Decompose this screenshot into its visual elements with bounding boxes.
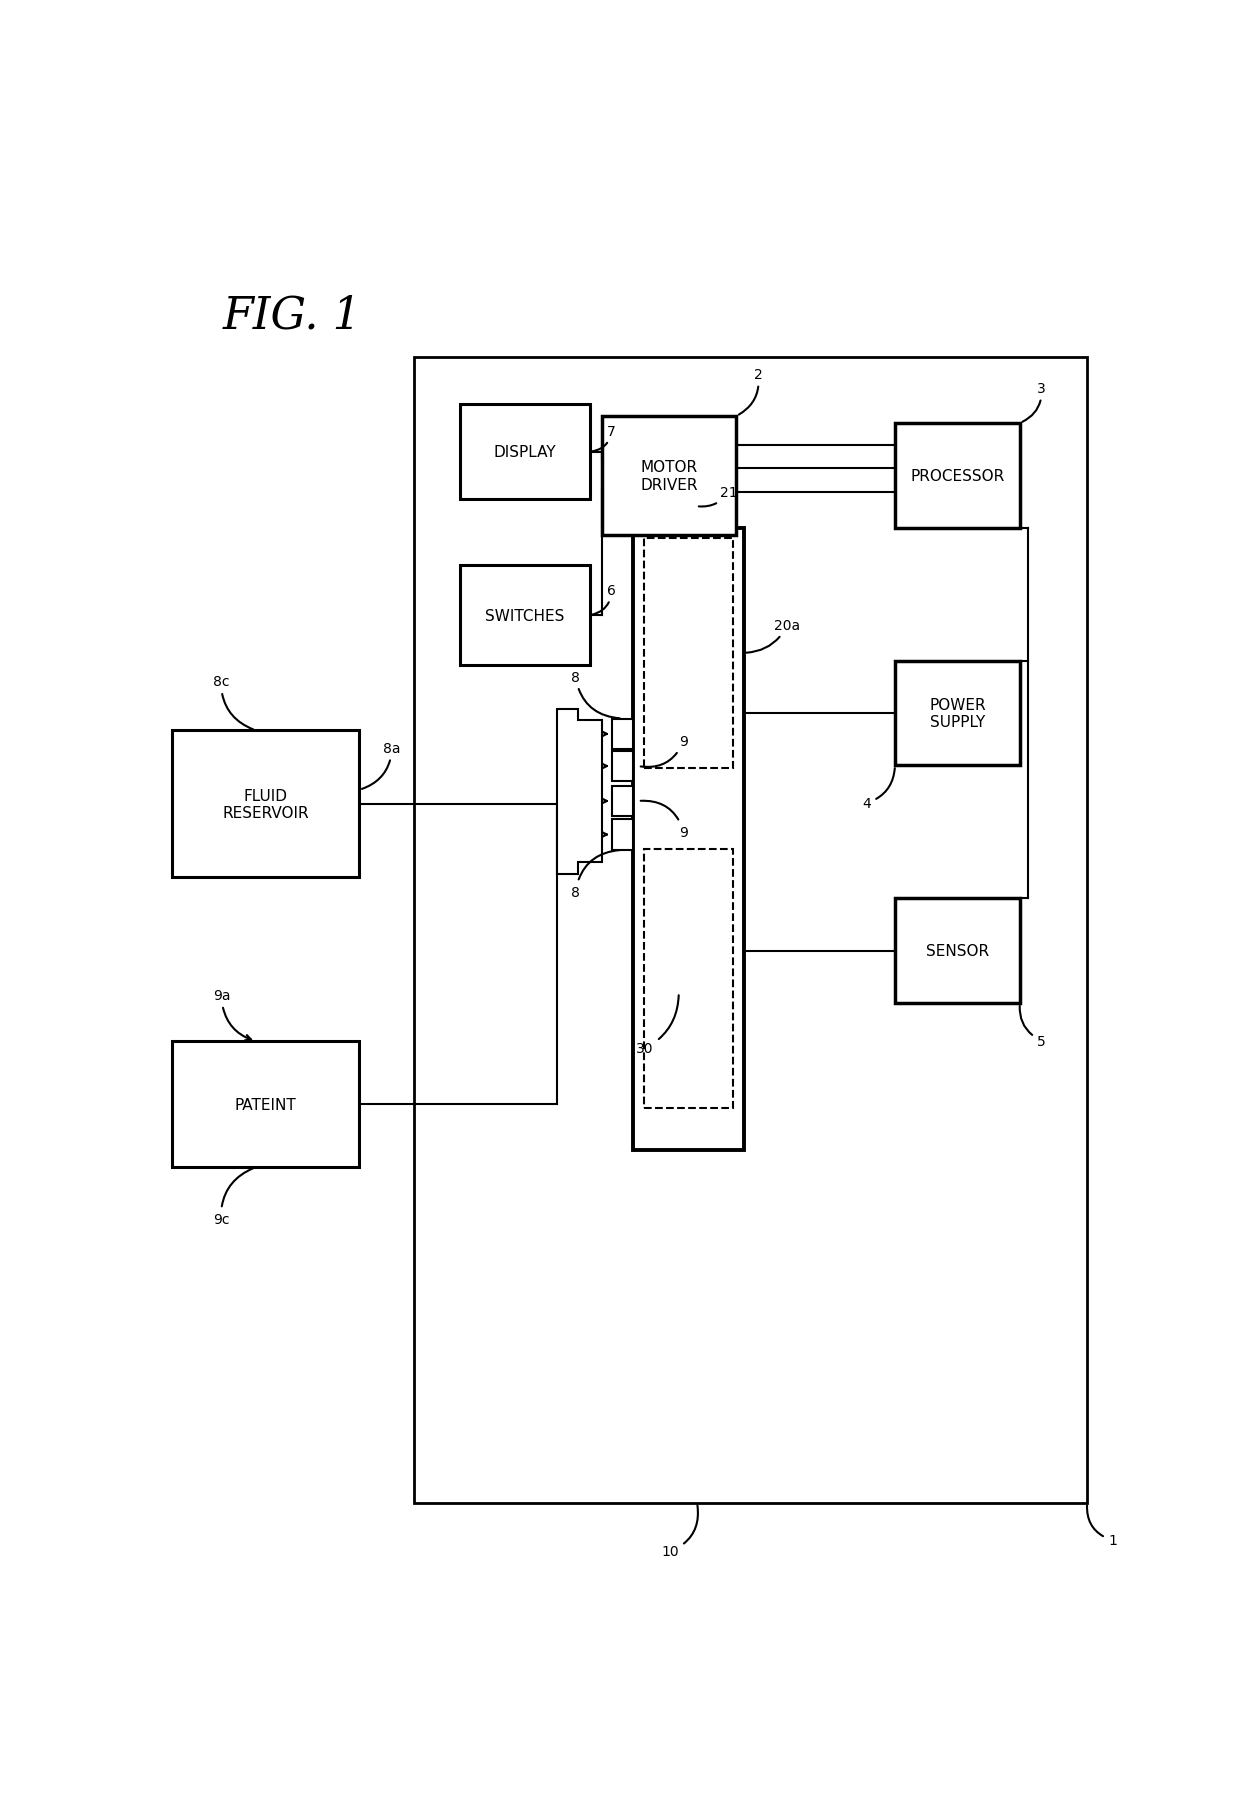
Text: 6: 6 xyxy=(593,584,616,615)
Text: SWITCHES: SWITCHES xyxy=(485,608,564,624)
Bar xyxy=(414,357,1087,1502)
Bar xyxy=(895,898,1021,1003)
Text: 9: 9 xyxy=(641,802,688,840)
Bar xyxy=(613,718,634,749)
Bar xyxy=(172,1041,360,1168)
Bar xyxy=(644,539,733,769)
Text: DISPLAY: DISPLAY xyxy=(494,444,557,459)
Bar xyxy=(613,785,634,816)
Bar xyxy=(601,417,737,535)
Text: 8: 8 xyxy=(570,851,620,900)
Text: 8a: 8a xyxy=(362,742,401,789)
Bar xyxy=(460,405,590,501)
Text: 5: 5 xyxy=(1019,1007,1047,1048)
Bar xyxy=(895,660,1021,766)
Text: 7: 7 xyxy=(593,424,616,452)
Text: 4: 4 xyxy=(862,769,895,811)
Bar xyxy=(895,424,1021,528)
Bar xyxy=(172,731,360,878)
Text: MOTOR
DRIVER: MOTOR DRIVER xyxy=(640,461,698,492)
Text: 2: 2 xyxy=(739,368,763,415)
Text: PATEINT: PATEINT xyxy=(234,1097,296,1112)
Text: FIG. 1: FIG. 1 xyxy=(222,294,361,337)
Bar xyxy=(613,820,634,851)
Text: 10: 10 xyxy=(661,1506,698,1558)
Text: SENSOR: SENSOR xyxy=(926,943,990,958)
Bar xyxy=(460,566,590,666)
Text: 8c: 8c xyxy=(213,675,253,729)
Text: FLUID
RESERVOIR: FLUID RESERVOIR xyxy=(222,787,309,820)
Text: PROCESSOR: PROCESSOR xyxy=(910,468,1004,484)
Bar xyxy=(613,751,634,782)
Text: 1: 1 xyxy=(1087,1506,1117,1547)
Text: 21: 21 xyxy=(699,486,738,508)
Text: 20a: 20a xyxy=(746,619,801,653)
Bar xyxy=(634,528,744,1150)
Bar xyxy=(644,849,733,1108)
Text: 3: 3 xyxy=(1023,381,1047,423)
Text: 30: 30 xyxy=(636,996,678,1056)
Text: POWER
SUPPLY: POWER SUPPLY xyxy=(929,697,986,729)
Text: 9c: 9c xyxy=(213,1168,253,1226)
Text: 8: 8 xyxy=(570,669,620,718)
Text: 9: 9 xyxy=(641,735,688,767)
Polygon shape xyxy=(557,709,601,874)
Text: 9a: 9a xyxy=(213,989,252,1041)
